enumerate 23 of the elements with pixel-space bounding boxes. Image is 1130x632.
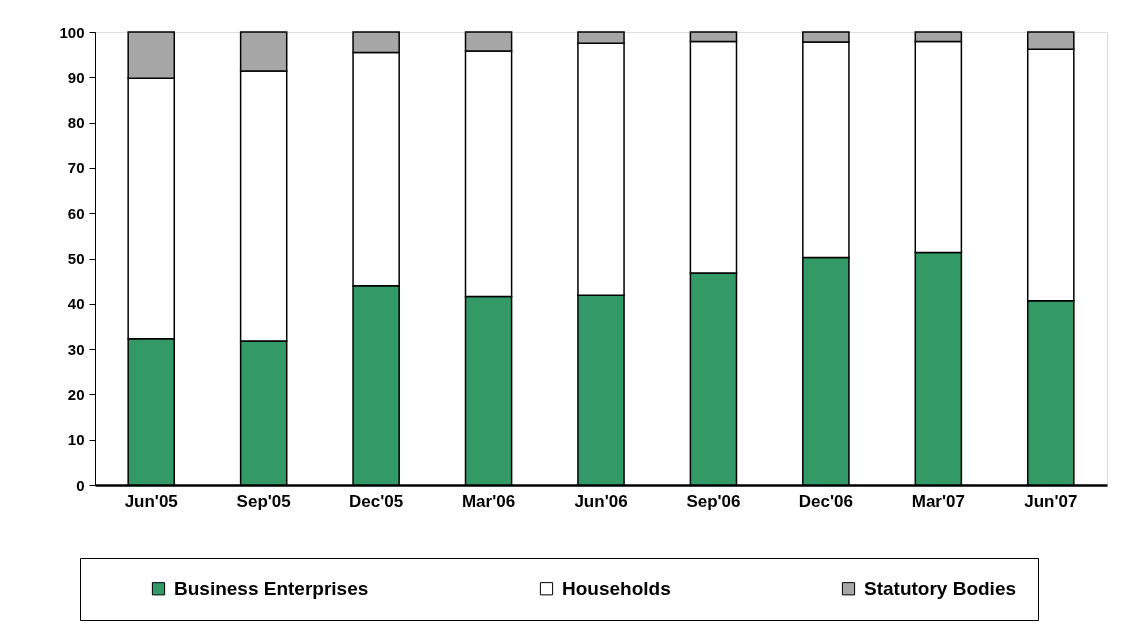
x-tick-label: Mar'06 [461, 491, 516, 511]
y-tick-label: 50 [67, 250, 85, 267]
x-tick-label: Mar'07 [911, 491, 965, 511]
x-tick-label: Sep'05 [236, 491, 291, 511]
x-tick-label: Jun'05 [124, 491, 178, 511]
y-tick-label: 80 [67, 114, 85, 132]
y-tick-label: 30 [67, 340, 85, 358]
x-tick-label: Dec'06 [798, 491, 853, 511]
y-tick-label: 60 [67, 204, 85, 222]
y-tick-label: 90 [67, 68, 85, 86]
legend-label: Business Enterprises [174, 577, 369, 599]
x-tick-label: Jun'06 [574, 491, 628, 511]
y-tick-label: 20 [67, 385, 85, 403]
x-tick-label: Sep'06 [686, 491, 741, 511]
legend-label: Statutory Bodies [864, 577, 1017, 599]
x-tick-label: Jun'07 [1024, 491, 1078, 511]
y-tick-label: 70 [67, 159, 85, 177]
x-tick-label: Dec'05 [349, 491, 404, 511]
y-tick-label: 0 [76, 476, 85, 494]
legend-label: Households [562, 577, 671, 599]
y-tick-label: 40 [67, 295, 85, 313]
y-tick-label: 10 [67, 431, 85, 449]
y-tick-label: 100 [59, 23, 85, 41]
